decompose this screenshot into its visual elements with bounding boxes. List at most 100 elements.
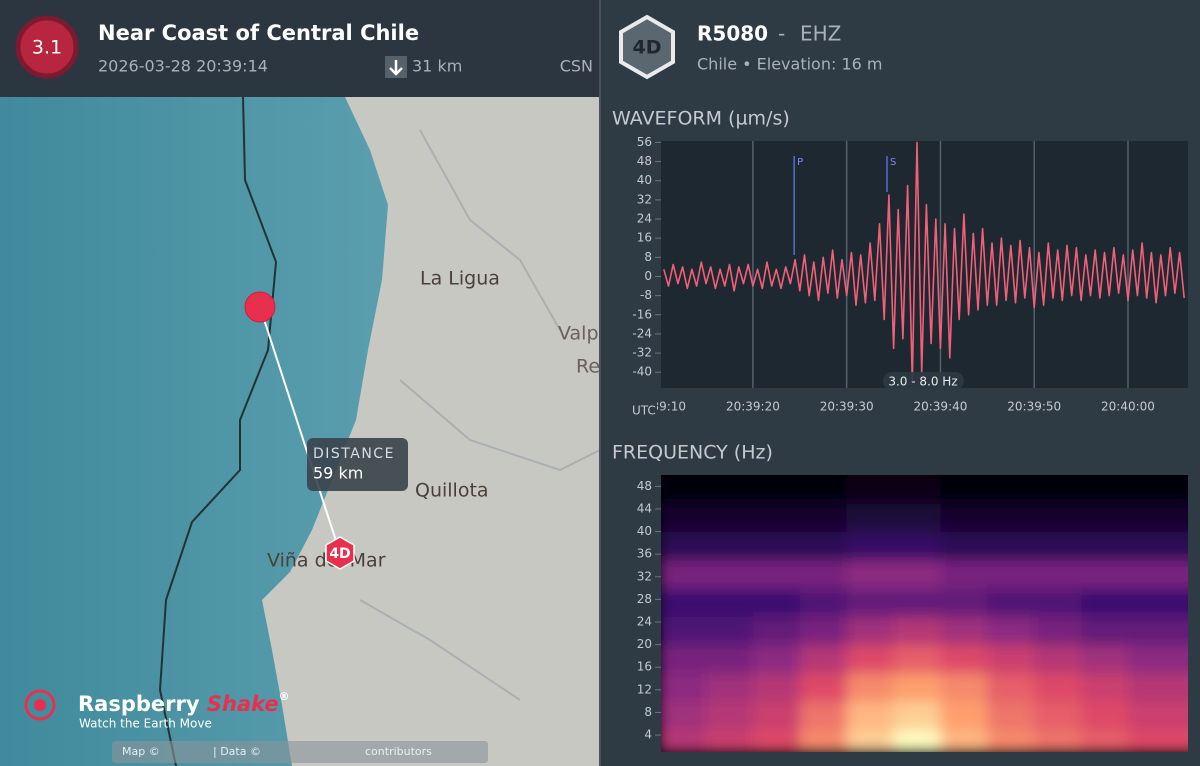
y-tick-label: 24 xyxy=(637,614,652,628)
spectrogram-cell xyxy=(752,475,801,504)
spectrogram-cell xyxy=(846,559,895,589)
spectrogram-cell xyxy=(1034,559,1082,589)
spectrogram-cell xyxy=(1174,531,1188,561)
spectrogram-cell xyxy=(846,531,895,561)
spectrogram-cell xyxy=(706,616,754,646)
spectrogram-cells xyxy=(661,475,1188,752)
place-label: Valp xyxy=(558,323,599,345)
spectrogram-cell xyxy=(846,729,895,752)
spectrogram-cell xyxy=(846,503,895,533)
spectrogram-cell xyxy=(1127,559,1176,589)
y-tick-label: 40 xyxy=(637,524,652,538)
place-label: Re xyxy=(576,356,600,378)
spectrogram-cell xyxy=(987,729,1035,752)
spectrogram-cell xyxy=(893,729,941,752)
event-source: CSN xyxy=(560,57,593,76)
terrain xyxy=(359,129,600,701)
spectrogram-cell xyxy=(1034,531,1082,561)
spectrogram-cell xyxy=(752,588,801,617)
spectrogram-cell xyxy=(940,729,988,752)
distance-value: 59 km xyxy=(313,464,363,483)
spectrogram-cell xyxy=(752,644,801,674)
spectrogram-cell xyxy=(752,559,801,589)
spectrogram-cell xyxy=(846,644,895,674)
spectrogram-cell xyxy=(987,503,1035,533)
spectrogram-cell xyxy=(940,559,988,589)
spectrogram-cell xyxy=(940,672,988,702)
logo-tagline: Watch the Earth Move xyxy=(79,717,212,731)
spectrogram-cell xyxy=(752,672,801,702)
y-tick-label: 16 xyxy=(637,660,652,674)
spectrogram-cell xyxy=(752,701,801,730)
spectrogram-cell xyxy=(1127,701,1176,730)
spectrogram-cell xyxy=(799,588,848,617)
spectrogram-cell xyxy=(752,503,801,533)
y-tick-label: 32 xyxy=(637,569,652,583)
spectrogram-cell xyxy=(1174,503,1188,533)
station-marker-label: 4D xyxy=(329,546,350,562)
spectrogram-cell xyxy=(1034,729,1082,752)
time-zone: UTC xyxy=(632,404,656,418)
spectrogram-cell xyxy=(1174,672,1188,702)
spectrogram-cell xyxy=(987,701,1035,730)
spectrogram-cell xyxy=(706,559,754,589)
spectrogram-cell xyxy=(1081,729,1129,752)
land xyxy=(262,97,600,766)
spectrogram-cell xyxy=(1127,531,1176,561)
spectrogram-cell xyxy=(940,588,988,617)
spectrogram-cell xyxy=(1081,672,1129,702)
spectrogram-cell xyxy=(1034,701,1082,730)
y-tick-label: 8 xyxy=(644,705,652,719)
spectrogram-cell xyxy=(1081,588,1129,617)
spectrogram-cell xyxy=(661,531,707,561)
attribution-bar xyxy=(112,741,488,763)
spectrogram-cell xyxy=(987,644,1035,674)
y-tick-label: 20 xyxy=(637,637,652,651)
spectrogram-cell xyxy=(893,503,941,533)
spectrogram-cell xyxy=(1127,672,1176,702)
y-tick-label: -8 xyxy=(640,288,652,302)
spectrogram-cell xyxy=(846,475,895,504)
spectrogram-cell xyxy=(987,475,1035,504)
spectrogram-cell xyxy=(661,672,707,702)
attribution: | Data © xyxy=(213,745,261,758)
spectrogram-cell xyxy=(987,616,1035,646)
y-tick-label: 44 xyxy=(637,501,652,515)
spectrogram-cell xyxy=(661,475,707,504)
spectrogram-cell xyxy=(752,531,801,561)
spectrogram-cell xyxy=(940,503,988,533)
spectrogram-cell xyxy=(752,729,801,752)
spectrogram-cell xyxy=(893,531,941,561)
epicenter[interactable] xyxy=(244,291,276,323)
phase-label: S xyxy=(890,157,896,168)
station-code: R5080 xyxy=(697,22,768,46)
spectrogram-cell xyxy=(987,588,1035,617)
spectrogram-cell xyxy=(661,503,707,533)
event-datetime: 2026-03-28 20:39:14 xyxy=(98,57,268,76)
y-tick-label: 24 xyxy=(637,212,652,226)
station-location: Chile • Elevation: 16 m xyxy=(697,55,882,74)
spectrogram-cell xyxy=(1034,588,1082,617)
y-tick-label: 32 xyxy=(637,192,652,206)
place-label: La Ligua xyxy=(420,268,500,290)
spectrogram-cell xyxy=(1081,616,1129,646)
magnitude-badge xyxy=(15,15,79,79)
spectrogram-cell xyxy=(706,531,754,561)
x-tick-label: 20:39:30 xyxy=(820,400,874,414)
spectrogram-cell xyxy=(799,672,848,702)
distance-box xyxy=(307,438,408,491)
map[interactable]: La Ligua Valp Re Quillota Viña del Mar 4… xyxy=(0,97,600,766)
station-channel: EHZ xyxy=(800,22,841,46)
spectrogram-cell xyxy=(661,644,707,674)
station-marker[interactable] xyxy=(325,536,355,570)
spectrogram-cell xyxy=(1034,475,1082,504)
y-tick-label: 28 xyxy=(637,592,652,606)
spectrogram-cell xyxy=(987,531,1035,561)
spectrogram-chart: 48 44 40 36 32 28 24 20 16 12 8 4 xyxy=(637,475,1188,752)
spectrogram-cell xyxy=(706,503,754,533)
logo-icon xyxy=(24,689,56,721)
event-title: Near Coast of Central Chile xyxy=(98,21,419,45)
filter-label: 3.0 - 8.0 Hz xyxy=(888,375,957,389)
distance-label: DISTANCE xyxy=(313,446,395,462)
spectrogram-cell xyxy=(1174,701,1188,730)
